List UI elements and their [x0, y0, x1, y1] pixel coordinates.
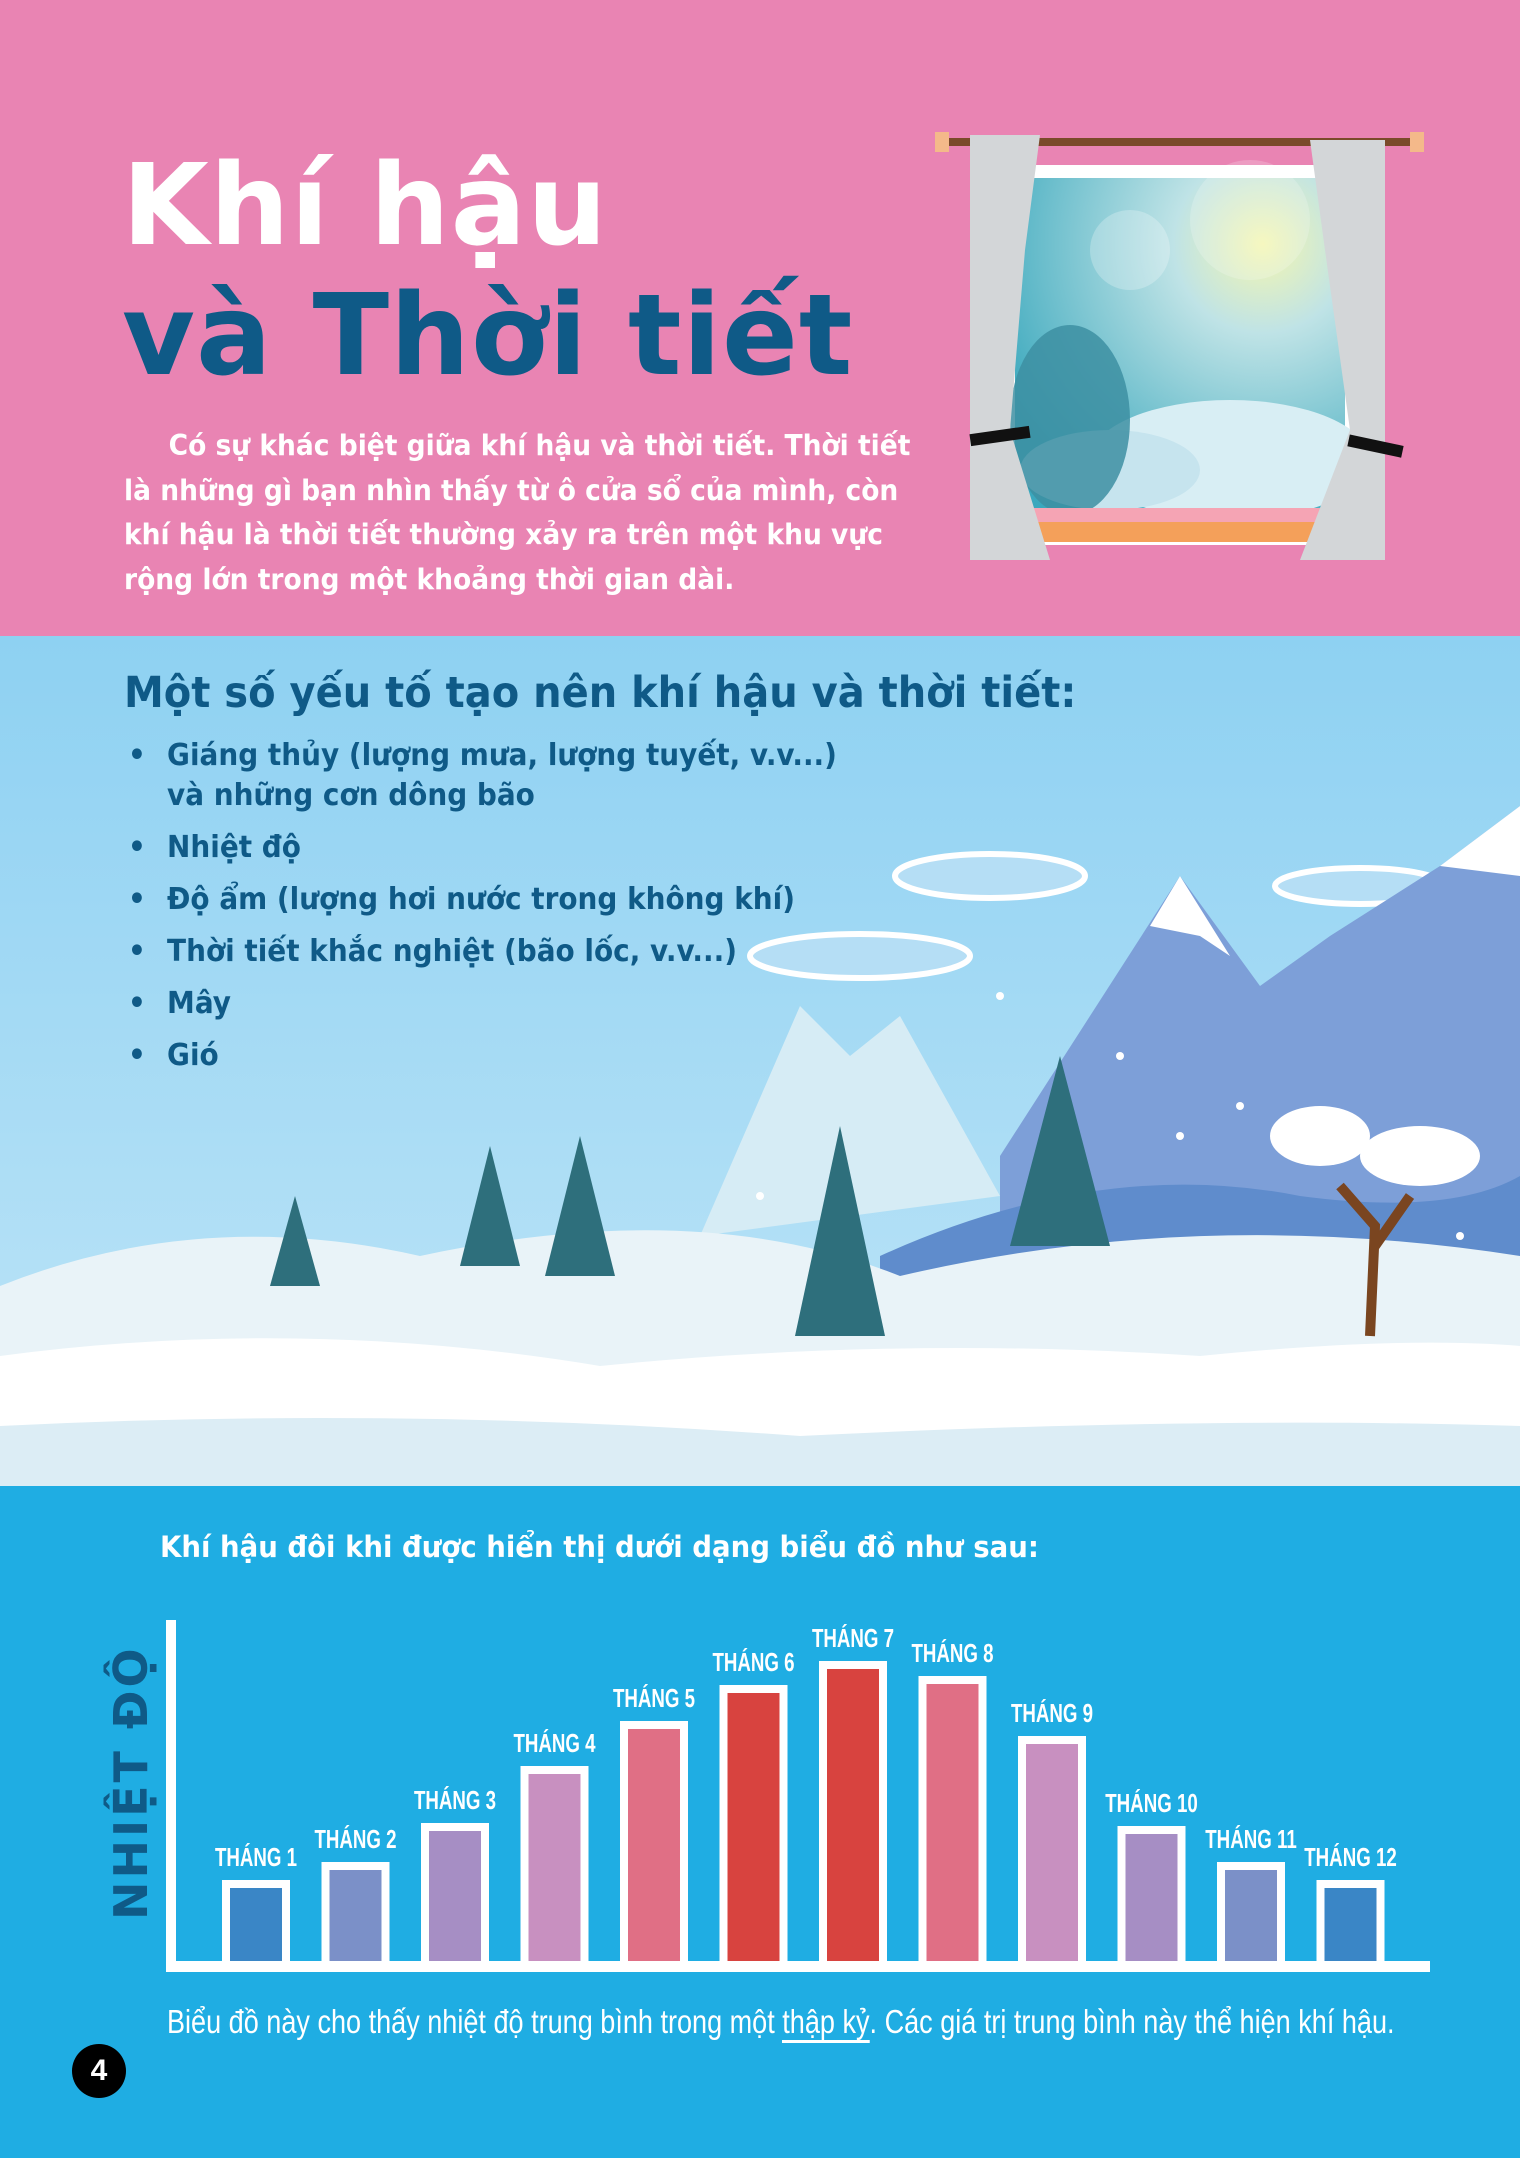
list-item: Nhiệt độ: [128, 828, 837, 868]
list-item-text: Thời tiết khắc nghiệt (bão lốc, v.v...): [167, 934, 737, 969]
page-title-line1: Khí hậu: [122, 141, 608, 271]
list-item-text-cont: và những cơn dông bão: [167, 778, 535, 813]
chart-section: [0, 1486, 1520, 2158]
list-item: Mây: [128, 984, 837, 1024]
list-item-text: Gió: [167, 1038, 219, 1073]
factors-list: Giáng thủy (lượng mưa, lượng tuyết, v.v.…: [128, 736, 837, 1088]
list-item-text: Giáng thủy (lượng mưa, lượng tuyết, v.v.…: [167, 738, 837, 773]
list-item: Giáng thủy (lượng mưa, lượng tuyết, v.v.…: [128, 736, 837, 816]
list-item: Gió: [128, 1036, 837, 1076]
footnote-text-end: . Các giá trị trung bình này thể hiện kh…: [869, 2003, 1395, 2040]
intro-paragraph: Có sự khác biệt giữa khí hậu và thời tiế…: [124, 429, 911, 596]
list-item-text: Nhiệt độ: [167, 830, 301, 865]
list-item-text: Mây: [167, 986, 231, 1021]
page-title-line2: và Thời tiết: [122, 271, 854, 401]
footnote-text: Biểu đồ này cho thấy nhiệt độ trung bình…: [167, 2003, 783, 2040]
chart-y-axis-label: NHIỆT ĐỘ: [104, 1645, 158, 1920]
page-number: 4: [72, 2044, 126, 2098]
footnote-term: thập kỷ: [782, 2003, 870, 2043]
chart-footnote: Biểu đồ này cho thấy nhiệt độ trung bình…: [167, 2003, 1395, 2043]
factors-heading: Một số yếu tố tạo nên khí hậu và thời ti…: [124, 668, 1077, 718]
list-item-text: Độ ẩm (lượng hơi nước trong không khí): [167, 882, 795, 917]
window-illustration: [935, 132, 1424, 560]
list-item: Thời tiết khắc nghiệt (bão lốc, v.v...): [128, 932, 837, 972]
chart-intro: Khí hậu đôi khi được hiển thị dưới dạng …: [160, 1530, 1039, 1564]
list-item: Độ ẩm (lượng hơi nước trong không khí): [128, 880, 837, 920]
